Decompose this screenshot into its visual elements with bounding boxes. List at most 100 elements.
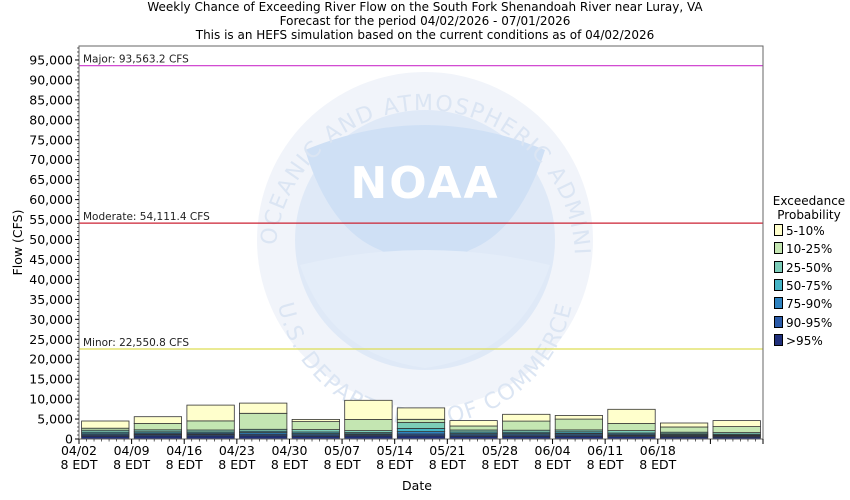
y-tick-label-18: 90,000: [29, 72, 73, 87]
chart-titles: Weekly Chance of Exceeding River Flow on…: [0, 0, 850, 42]
y-tick-label-10: 50,000: [29, 232, 73, 247]
chart-axes: 0 5,000 10,000 15,000 20,000 25,000 30,000 35,0…: [10, 45, 764, 493]
threshold-label-0: Major: 93,563.2 CFS: [83, 54, 189, 66]
bar-5-series-6: [344, 399, 393, 420]
bar-6-series-6: [396, 407, 446, 420]
y-tick-label-5: 25,000: [29, 332, 73, 347]
threshold-label-1: Moderate: 54,111.4 CFS: [83, 211, 210, 223]
legend-label-6: >95%: [786, 333, 823, 348]
legend-title-1: Exceedance: [772, 194, 846, 208]
bar-0-series-6: [81, 420, 130, 429]
x-tick-time-2: 8 EDT: [166, 457, 203, 472]
y-tick-label-7: 35,000: [29, 292, 73, 307]
legend-label-5: 90-95%: [786, 315, 833, 330]
y-tick-label-11: 55,000: [29, 212, 73, 227]
y-tick-label-14: 70,000: [29, 152, 73, 167]
bar-3-series-5: [239, 412, 288, 430]
y-tick-label-15: 75,000: [29, 132, 73, 147]
legend-swatch-5: [774, 315, 783, 328]
legend-title-2: Probability: [777, 208, 841, 222]
legend-swatch-3: [774, 278, 783, 291]
x-tick-time-4: 8 EDT: [271, 457, 308, 472]
plot-frame: [78, 45, 764, 440]
bar-1-series-5: [133, 422, 182, 431]
x-tick-date-2: 04/16: [166, 443, 202, 458]
watermark-logo-text: NOAA: [350, 158, 499, 209]
y-tick-label-9: 45,000: [29, 252, 73, 267]
legend-item-0: 5-10%: [774, 224, 825, 238]
legend-swatch-2: [774, 260, 783, 273]
x-tick-time-9: 8 EDT: [534, 457, 571, 472]
legend-swatch-1: [774, 242, 783, 255]
x-tick-time-10: 8 EDT: [587, 457, 624, 472]
bar-7-series-6: [449, 420, 498, 427]
legend-label-1: 10-25%: [786, 242, 833, 257]
x-tick-time-1: 8 EDT: [113, 457, 150, 472]
bar-4-series-6: [291, 418, 340, 422]
x-tick-date-6: 05/14: [377, 443, 413, 458]
bar-6-series-5: [396, 418, 446, 423]
x-tick-time-5: 8 EDT: [324, 457, 361, 472]
bar-10-series-5: [607, 422, 656, 431]
chart-subtitle: Forecast for the period 04/02/2026 - 07/…: [279, 14, 571, 28]
legend-item-2: 25-50%: [774, 260, 833, 275]
x-tick-date-9: 06/04: [535, 443, 571, 458]
x-tick-date-5: 05/07: [324, 443, 360, 458]
legend: Exceedance Probability 5-10% 10-25% 25-50%…: [768, 194, 850, 348]
chart-subtitle-2: This is an HEFS simulation based on the …: [195, 28, 655, 42]
y-tick-label-1: 5,000: [37, 412, 73, 427]
y-tick-label-19: 95,000: [29, 52, 73, 67]
bar-12-series-6: [712, 420, 761, 428]
legend-label-4: 75-90%: [786, 297, 833, 312]
legend-item-5: 90-95%: [774, 315, 833, 330]
bar-11-series-5: [660, 426, 709, 433]
legend-label-0: 5-10%: [786, 224, 825, 238]
legend-swatch-0: [774, 224, 783, 236]
legend-label-2: 25-50%: [786, 260, 833, 275]
y-tick-label-16: 80,000: [29, 112, 73, 127]
bar-12-series-5: [712, 426, 761, 434]
legend-item-4: 75-90%: [774, 297, 832, 311]
bar-8-series-6: [502, 413, 551, 422]
x-tick-date-1: 04/09: [114, 443, 150, 458]
legend-swatch-6: [774, 333, 783, 346]
y-tick-label-12: 60,000: [29, 192, 73, 207]
threshold-lines: Major: 93,563.2 CFS Moderate: 54,111.4 CF…: [79, 54, 763, 350]
x-tick-time-6: 8 EDT: [376, 457, 413, 472]
x-tick-date-11: 06/18: [640, 443, 676, 458]
y-tick-label-6: 30,000: [29, 312, 73, 327]
legend-label-3: 50-75%: [786, 278, 833, 293]
bar-7-series-5: [449, 425, 498, 431]
x-tick-date-10: 06/11: [587, 443, 623, 458]
bar-2-series-5: [186, 420, 235, 431]
y-tick-label-3: 15,000: [29, 372, 73, 387]
y-tick-label-8: 40,000: [29, 272, 73, 287]
x-tick-time-3: 8 EDT: [218, 457, 255, 472]
legend-item-3: 50-75%: [774, 278, 833, 293]
x-tick-time-11: 8 EDT: [639, 457, 676, 472]
y-axis-label: Flow (CFS): [10, 210, 25, 276]
bar-11-series-6: [660, 422, 709, 428]
bar-8-series-5: [502, 420, 551, 431]
bar-9-series-5: [554, 418, 604, 431]
legend-swatch-4: [774, 297, 783, 310]
bar-5-series-5: [344, 418, 393, 431]
chart-title: Weekly Chance of Exceeding River Flow on…: [147, 0, 703, 14]
exceedance-bars: [81, 399, 761, 440]
x-tick-date-0: 04/02: [61, 443, 97, 458]
bar-6-series-3: [396, 427, 446, 432]
watermark-bird-shape: [305, 125, 545, 300]
x-tick-date-4: 04/30: [271, 443, 307, 458]
x-tick-date-3: 04/23: [219, 443, 255, 458]
x-tick-time-0: 8 EDT: [60, 457, 97, 472]
bar-6-series-4: [396, 421, 446, 429]
threshold-label-2: Minor: 22,550.8 CFS: [83, 337, 189, 349]
bar-2-series-6: [186, 404, 235, 422]
y-tick-label-13: 65,000: [29, 172, 73, 187]
x-axis-label: Date: [402, 478, 432, 493]
bar-10-series-6: [607, 408, 656, 424]
y-tick-label-2: 10,000: [29, 392, 73, 407]
watermark-wave-shape: [300, 250, 550, 368]
bar-4-series-5: [291, 421, 340, 431]
